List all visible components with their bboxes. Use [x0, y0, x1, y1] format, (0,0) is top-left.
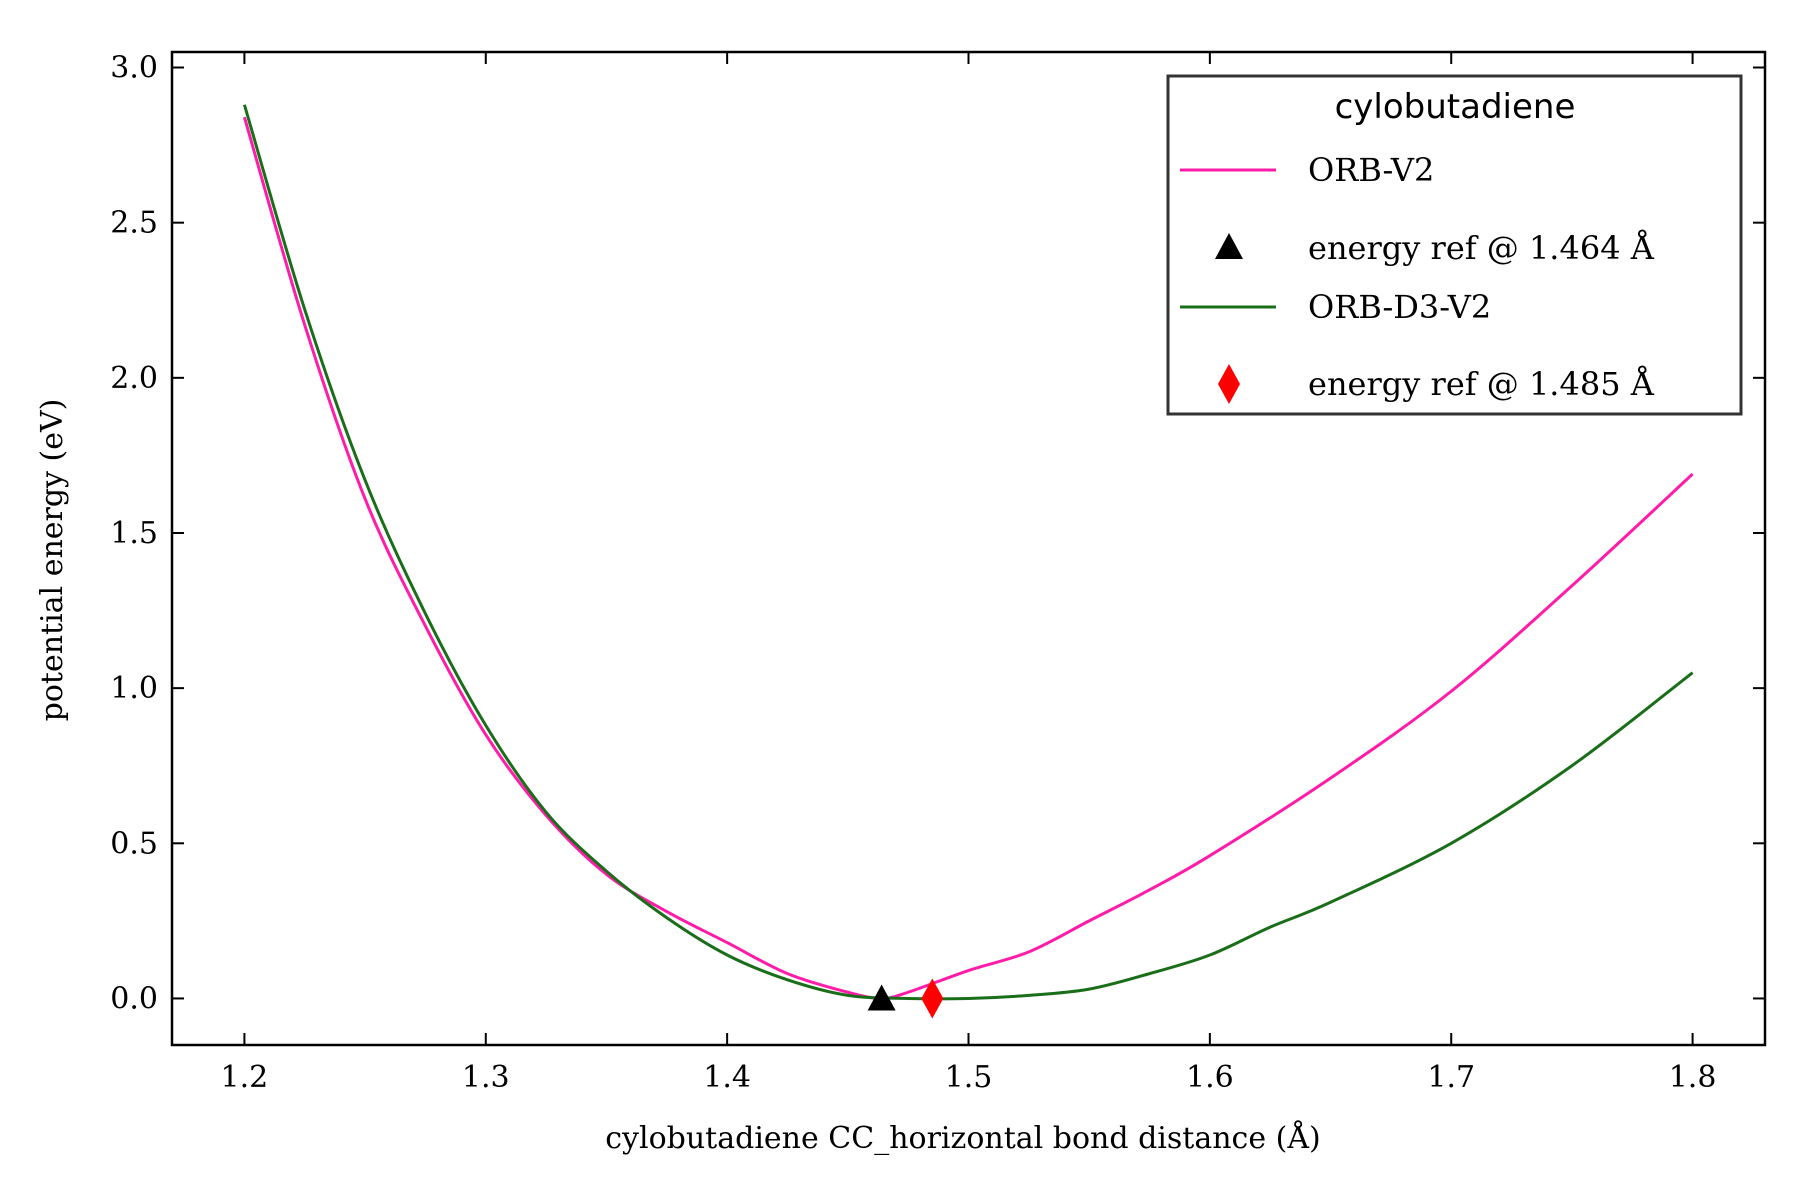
x-tick-label: 1.7: [1427, 1060, 1475, 1095]
y-tick-label: 2.5: [110, 206, 158, 241]
legend-swatch-diamond: [1218, 364, 1240, 404]
legend-frame: [1166, 74, 1743, 416]
legend-label-orb-d3-v2: ORB-D3-V2: [1308, 288, 1491, 326]
y-tick-label: 1.5: [110, 516, 158, 551]
y-axis-label: potential energy (eV): [35, 399, 70, 722]
series-line-orb-v2: [242, 116, 1694, 1000]
x-tick-label: 1.8: [1669, 1060, 1717, 1095]
x-tick-label: 1.2: [221, 1060, 269, 1095]
plot-area: [242, 104, 1694, 1019]
x-tick-label: 1.4: [703, 1060, 751, 1095]
series-line-orb-d3-v2: [242, 104, 1694, 1001]
x-tick-label: 1.5: [945, 1060, 993, 1095]
marker-triangle: [867, 984, 896, 1011]
marker-diamond: [921, 978, 944, 1019]
axes: 1.2 1.3 1.4 1.5 1.6 1.7 1.8 0.0 0.5 1.0 1.5 2.0 2.5 3…: [110, 51, 1767, 1095]
x-tick-label: 1.3: [462, 1060, 510, 1095]
x-tick-label: 1.6: [1186, 1060, 1234, 1095]
legend: cylobutadiene ORB-V2 energy ref @ 1.464 …: [1166, 74, 1743, 416]
x-axis-label: cylobutadiene CC_horizontal bond distanc…: [605, 1120, 1320, 1156]
y-tick-label: 0.0: [110, 981, 158, 1016]
legend-swatch-triangle: [1215, 233, 1243, 259]
y-tick-label: 2.0: [110, 361, 158, 396]
legend-title: cylobutadiene: [1335, 87, 1576, 127]
legend-label-orb-v2: ORB-V2: [1308, 151, 1434, 189]
y-tick-label: 1.0: [110, 671, 158, 706]
legend-label-energy-ref-1464: energy ref @ 1.464 Å: [1308, 229, 1655, 267]
y-tick-label: 3.0: [110, 51, 158, 86]
legend-label-energy-ref-1485: energy ref @ 1.485 Å: [1308, 365, 1655, 403]
y-tick-label: 0.5: [110, 826, 158, 861]
